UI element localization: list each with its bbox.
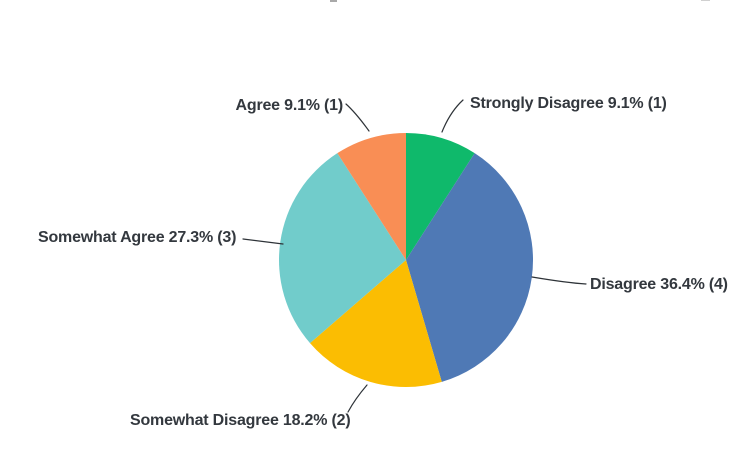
slice-label-disagree: Disagree 36.4% (4) [590,276,728,293]
leader-line-somewhat-disagree [347,384,368,413]
slice-label-agree: Agree 9.1% (1) [235,97,344,114]
pie-slice-strongly-disagree[interactable] [406,133,475,260]
leader-line-disagree [531,276,587,285]
leader-line-somewhat-agree [242,238,284,245]
pie-slices [278,133,534,388]
leader-lines [242,99,587,413]
leader-line-strongly-disagree [441,99,464,133]
leader-line-agree [345,103,370,132]
slice-label-strongly-disagree: Strongly Disagree 9.1% (1) [470,95,667,112]
slice-label-somewhat-disagree: Somewhat Disagree 18.2% (2) [130,412,351,429]
pie-slice-somewhat-agree[interactable] [278,153,406,344]
clipped-title-fragment [330,0,337,2]
pie-slice-disagree[interactable] [406,153,534,382]
pie-slice-agree[interactable] [337,133,406,260]
pie-slice-somewhat-disagree[interactable] [310,260,442,388]
clipped-title-fragment [701,0,710,1]
slice-label-somewhat-agree: Somewhat Agree 27.3% (3) [38,229,237,246]
